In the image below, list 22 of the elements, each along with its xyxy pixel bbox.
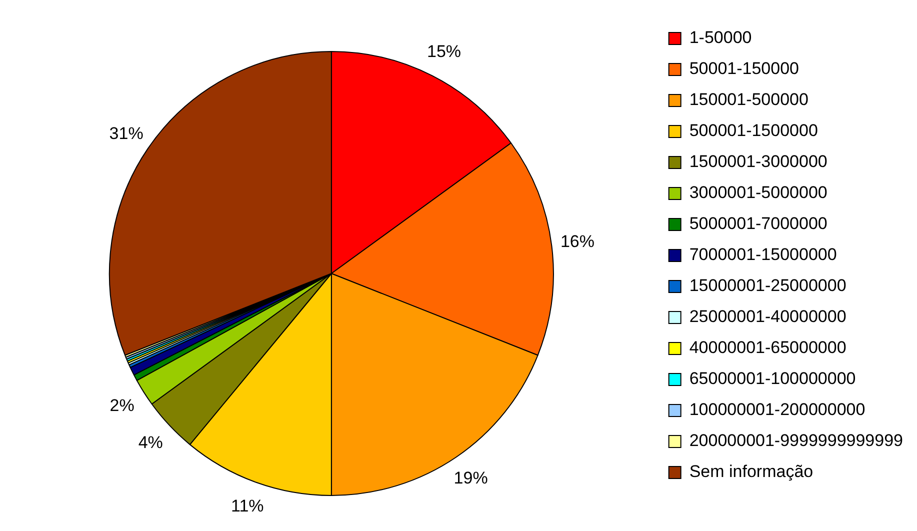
data-label: 19%: [454, 468, 488, 488]
legend-label: 40000001-65000000: [689, 338, 846, 358]
legend-label: 150001-500000: [689, 90, 808, 110]
legend-label: 3000001-5000000: [689, 183, 828, 202]
legend-label: 1-50000: [689, 28, 752, 48]
legend-label: 200000001-9999999999999: [689, 431, 904, 450]
legend-label: 50001-150000: [689, 59, 800, 78]
legend-label: 5000001-7000000: [689, 214, 828, 234]
legend-label: 7000001-15000000: [689, 245, 837, 264]
data-label: 11%: [231, 496, 264, 516]
legend-label: 500001-1500000: [689, 121, 818, 140]
legend-label: 65000001-100000000: [689, 369, 856, 388]
data-label: 2%: [110, 396, 134, 416]
data-label: 4%: [138, 432, 163, 452]
legend-label: 15000001-25000000: [689, 276, 846, 296]
legend-label: 100000001-200000000: [689, 400, 866, 420]
legend-label: 25000001-40000000: [689, 307, 846, 326]
data-label: 31%: [109, 124, 144, 143]
legend-label: 1500001-3000000: [689, 152, 828, 172]
data-label: 15%: [426, 42, 462, 62]
data-label: 16%: [560, 232, 594, 252]
legend-label: Sem informação: [689, 462, 814, 482]
